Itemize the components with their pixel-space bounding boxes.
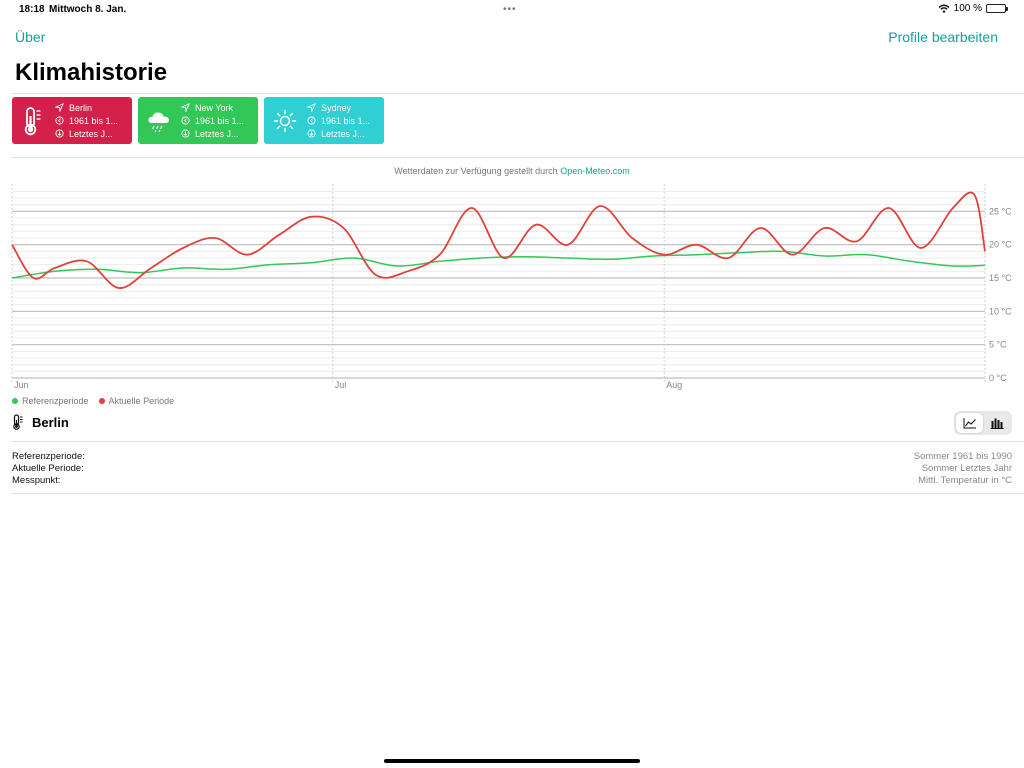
open-meteo-link[interactable]: Open-Meteo.com <box>560 166 630 176</box>
status-date: Mittwoch 8. Jan. <box>49 4 127 15</box>
sun-icon <box>273 109 297 132</box>
info-label: Referenzperiode: <box>12 451 85 462</box>
x-tick-label: Jun <box>14 380 29 390</box>
legend-dot-reference <box>12 398 18 404</box>
battery-percent: 100 % <box>953 3 982 14</box>
location-arrow-icon <box>54 103 64 113</box>
chart-type-toggle <box>954 411 1012 435</box>
profile-reference: 1961 bis 1... <box>195 115 245 126</box>
y-tick-label: 5 °C <box>989 340 1007 350</box>
battery-icon <box>986 4 1008 13</box>
series-line-reference <box>11 250 986 279</box>
legend-dot-current <box>98 398 105 404</box>
y-tick-label: 20 °C <box>989 240 1012 250</box>
thermometer-icon <box>13 414 23 430</box>
y-tick-label: 10 °C <box>989 306 1012 316</box>
reference-period-icon <box>54 116 64 126</box>
info-label: Aktuelle Periode: <box>12 463 84 474</box>
x-tick-label: Aug <box>666 380 682 390</box>
bar-chart-toggle[interactable] <box>983 413 1010 433</box>
info-value: Sommer 1961 bis 1990 <box>913 451 1012 462</box>
section-title: Berlin <box>32 414 69 430</box>
line-chart-icon <box>963 418 976 429</box>
y-tick-label: 25 °C <box>989 206 1012 216</box>
divider <box>12 441 1024 442</box>
reference-period-icon <box>306 116 316 126</box>
profile-card-sydney[interactable]: Sydney 1961 bis 1... Letztes J... <box>264 97 384 144</box>
page-title: Klimahistorie <box>15 59 168 86</box>
y-tick-label: 0 °C <box>989 373 1007 383</box>
profile-city: Sydney <box>321 102 352 113</box>
profile-reference: 1961 bis 1... <box>321 115 371 126</box>
section-header: Berlin <box>12 414 69 430</box>
reference-period-icon <box>180 116 190 126</box>
profile-current: Letztes J... <box>69 128 113 139</box>
profile-reference: 1961 bis 1... <box>69 115 119 126</box>
legend-item-current: Aktuelle Periode <box>98 396 175 406</box>
profile-card-new-york[interactable]: New York 1961 bis 1... Letztes J... <box>138 97 258 144</box>
wifi-icon <box>938 4 950 13</box>
temperature-chart[interactable]: 0 °C 5 °C 10 °C 15 °C 20 °C 25 °C Jun Jul Aug <box>0 180 1024 395</box>
series-line-current <box>11 191 986 289</box>
divider <box>12 157 1024 158</box>
multitasking-dots-icon[interactable]: ••• <box>503 4 517 15</box>
profile-city: Berlin <box>69 102 93 113</box>
edit-profiles-button[interactable]: Profile bearbeiten <box>888 29 998 45</box>
home-indicator[interactable] <box>384 759 640 763</box>
chart-legend: Referenzperiode Aktuelle Periode <box>12 396 174 406</box>
credit-text: Wetterdaten zur Verfügung gestellt durch <box>394 166 558 176</box>
info-value: Mittl. Temperatur in °C <box>918 475 1012 486</box>
line-chart-toggle[interactable] <box>956 413 983 433</box>
profile-card-berlin[interactable]: Berlin 1961 bis 1... Letztes J... <box>12 97 132 144</box>
bar-chart-icon <box>990 418 1003 429</box>
legend-item-reference: Referenzperiode <box>12 396 89 406</box>
location-arrow-icon <box>306 103 316 113</box>
y-tick-label: 15 °C <box>989 273 1012 283</box>
location-arrow-icon <box>180 103 190 113</box>
legend-label-reference: Referenzperiode <box>22 396 89 406</box>
current-period-icon <box>306 129 316 139</box>
data-credit: Wetterdaten zur Verfügung gestellt durch… <box>0 166 1024 176</box>
info-value: Sommer Letztes Jahr <box>921 463 1012 474</box>
status-time: 18:18 <box>19 4 45 15</box>
info-label: Messpunkt: <box>12 475 61 486</box>
cloud-rain-icon <box>148 111 169 132</box>
profile-current: Letztes J... <box>195 128 239 139</box>
divider <box>12 493 1024 494</box>
x-tick-label: Jul <box>335 380 347 390</box>
legend-label-current: Aktuelle Periode <box>108 396 175 406</box>
thermometer-icon <box>24 106 41 135</box>
profile-city: New York <box>195 102 234 113</box>
status-bar: 18:18 Mittwoch 8. Jan. ••• 100 % <box>0 0 1024 18</box>
current-period-icon <box>180 129 190 139</box>
current-period-icon <box>54 129 64 139</box>
profile-current: Letztes J... <box>321 128 365 139</box>
about-button[interactable]: Über <box>15 29 46 45</box>
profile-list: Berlin 1961 bis 1... Letztes J... New Yo… <box>12 97 384 144</box>
divider <box>12 93 1024 94</box>
